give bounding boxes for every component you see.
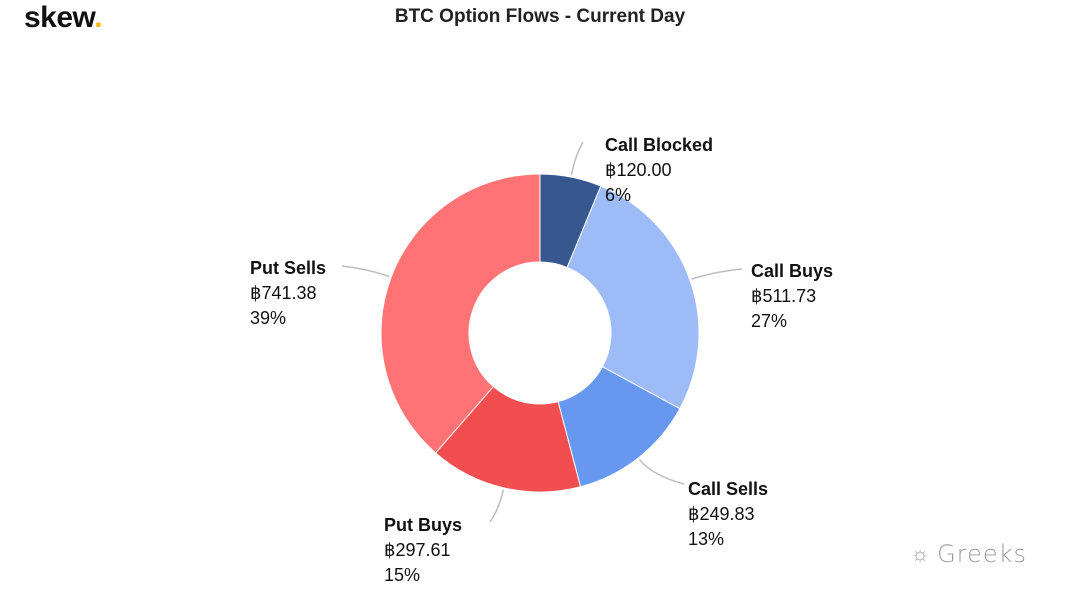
- slice-value: ฿120.00: [605, 160, 672, 180]
- logo-dot: .: [94, 1, 103, 34]
- connector-put-sells: [341, 265, 390, 278]
- connector-call-buys: [691, 268, 743, 280]
- slice-put-sells[interactable]: [380, 173, 541, 454]
- slice-label: Put Buys: [384, 515, 462, 535]
- slice-label: Call Sells: [688, 479, 768, 499]
- donut-slices: [380, 173, 700, 493]
- slice-label: Call Blocked: [605, 135, 713, 155]
- slice-percent: 6%: [605, 185, 631, 205]
- slice-label: Put Sells: [250, 258, 326, 278]
- watermark: ☼ Greeks: [910, 540, 1027, 568]
- slice-call-buys[interactable]: [566, 185, 700, 410]
- connector-call-blocked: [570, 141, 584, 176]
- slice-value: ฿297.61: [384, 540, 451, 560]
- chart-title: BTC Option Flows - Current Day: [394, 6, 686, 27]
- slice-percent: 15%: [384, 565, 420, 585]
- label-connectors: [341, 141, 743, 523]
- logo-text: skew: [24, 1, 95, 34]
- slice-percent: 39%: [250, 308, 286, 328]
- slice-percent: 27%: [751, 311, 787, 331]
- slice-put-buys[interactable]: [434, 385, 582, 493]
- skew-logo: skew.: [24, 0, 103, 36]
- connector-put-buys: [489, 489, 505, 523]
- connector-call-sells: [638, 459, 685, 485]
- slice-label: Call Buys: [751, 261, 833, 281]
- slice-value: ฿741.38: [250, 283, 317, 303]
- wechat-icon: ☼: [910, 542, 932, 567]
- slice-percent: 13%: [688, 529, 724, 549]
- slice-value: ฿511.73: [751, 286, 816, 306]
- watermark-text: Greeks: [937, 540, 1028, 568]
- slice-value: ฿249.83: [688, 504, 755, 524]
- slice-labels: Call Blocked ฿120.00 6% Call Buys ฿511.73 27%…: [250, 135, 833, 585]
